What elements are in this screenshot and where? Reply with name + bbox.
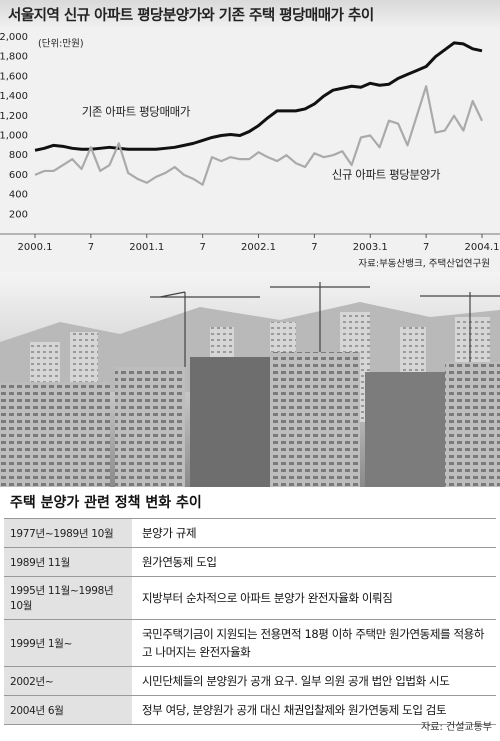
table-row: 2004년 6월 정부 여당, 분양원가 공개 대신 채권입찰제와 원가연동제 도… [4,695,496,725]
policy-cell: 국민주택기금이 지원되는 전용면적 18평 이하 주택만 원가연동제를 적용하고… [132,620,496,666]
table-title: 주택 분양가 관련 정책 변화 추이 [10,495,202,511]
series-label: 신규 아파트 평당분양가 [332,168,441,182]
table-row: 2002년~ 시민단체들의 분양원가 공개 요구. 일부 의원 공개 법안 입법화… [4,666,496,695]
y-tick-label: 600 [9,170,28,181]
date-cell: 2004년 6월 [4,696,132,724]
unit-label: (단위:만원) [38,38,84,50]
date-cell: 2002년~ [4,667,132,695]
y-tick-label: 1,400 [0,91,28,102]
x-tick-label: 2001.1 [129,242,164,253]
x-tick-label: 7 [199,242,205,253]
table-row: 1989년 11월 원가연동제 도입 [4,547,496,576]
x-tick-label: 2004.1 [465,242,500,253]
policy-cell: 분양가 규제 [132,519,496,547]
x-tick-label: 7 [423,242,429,253]
table-source: 자료: 건설교통부 [421,722,492,733]
y-tick-label: 2,000 [0,32,28,43]
y-tick-label: 200 [9,209,28,220]
x-tick-label: 7 [88,242,94,253]
cranes [150,282,500,367]
y-tick-label: 1,200 [0,111,28,122]
policy-cell: 원가연동제 도입 [132,548,496,576]
chart-background [0,0,500,272]
line-series [34,85,483,186]
y-tick-label: 1,000 [0,131,28,142]
x-tick-label: 2003.1 [353,242,388,253]
y-tick-label: 1,600 [0,71,28,82]
x-tick-label: 7 [311,242,317,253]
policy-cell: 정부 여당, 분양원가 공개 대신 채권입찰제와 원가연동제 도입 검토 [132,696,496,724]
buildings-front [0,352,500,487]
date-cell: 1989년 11월 [4,548,132,576]
line-series [34,41,483,152]
date-cell: 1977년~1989년 10월 [4,519,132,547]
date-cell: 1999년 1월~ [4,620,132,666]
series-label: 기존 아파트 평당매매가 [82,105,191,119]
policy-cell: 지방부터 순차적으로 아파트 분양가 완전자율화 이뤄짐 [132,577,496,619]
table-row: 1977년~1989년 10월 분양가 규제 [4,518,496,547]
title-band [0,0,500,30]
chart: 서울지역 신규 아파트 평당분양가와 기존 주택 평당매매가 추이 (단위:만원… [0,0,500,272]
table-row: 1995년 11월~1998년 10월 지방부터 순차적으로 아파트 분양가 완전… [4,576,496,619]
y-tick-label: 400 [9,190,28,201]
x-tick-label: 2002.1 [241,242,276,253]
x-tick-label: 2000.1 [18,242,53,253]
table-body: 1977년~1989년 10월 분양가 규제 1989년 11월 원가연동제 도입 19… [4,518,496,725]
source: 자료:부동산뱅크, 주택산업연구원 [358,258,490,270]
table-row: 1999년 1월~ 국민주택기금이 지원되는 전용면적 18평 이하 주택만 원가… [4,619,496,666]
policy-cell: 시민단체들의 분양원가 공개 요구. 일부 의원 공개 법안 입법화 시도 [132,667,496,695]
policy-table: 주택 분양가 관련 정책 변화 추이 1977년~1989년 10월 분양가 규제… [4,488,496,725]
chart-title: 서울지역 신규 아파트 평당분양가와 기존 주택 평당매매가 추이 [8,6,374,24]
photo [0,272,500,487]
y-tick-label: 800 [9,150,28,161]
date-cell: 1995년 11월~1998년 10월 [4,577,132,619]
y-tick-label: 1,800 [0,52,28,63]
